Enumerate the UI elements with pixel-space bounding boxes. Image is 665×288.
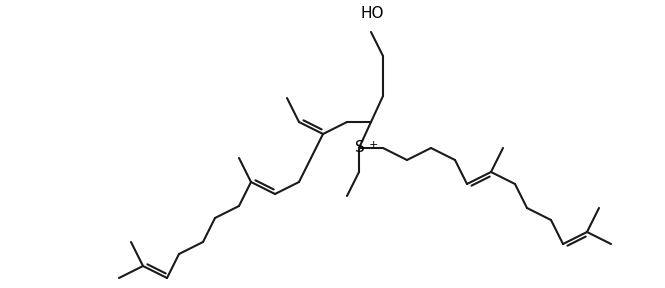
Text: S: S [355,141,365,156]
Text: +: + [369,140,378,150]
Text: HO: HO [360,5,384,20]
